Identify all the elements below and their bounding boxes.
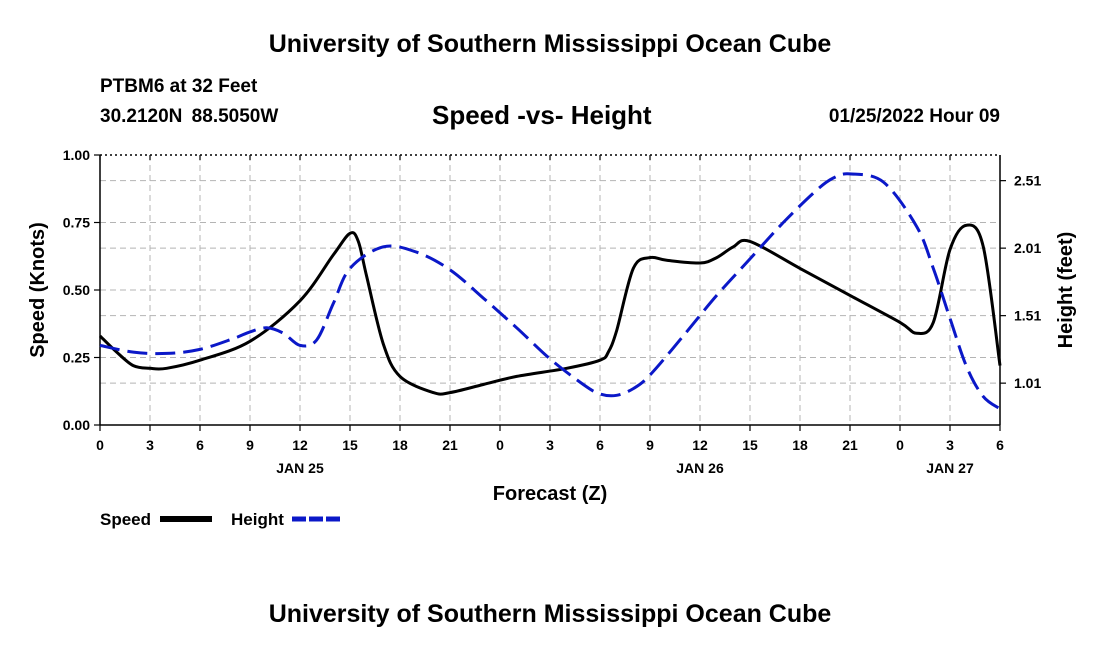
x-tick-label: 0 — [896, 437, 904, 453]
x-tick-label: 12 — [292, 437, 308, 453]
x-tick-label: 15 — [342, 437, 358, 453]
date-label: JAN 26 — [676, 460, 724, 476]
x-tick-label: 18 — [792, 437, 808, 453]
y-tick-label: 1.00 — [63, 147, 90, 163]
axes — [94, 154, 1006, 431]
date-label: JAN 27 — [926, 460, 974, 476]
y-tick-label: 0.25 — [63, 350, 90, 366]
x-tick-label: 9 — [646, 437, 654, 453]
speed-height-chart: 0 3 6 9 12 15 18 21 0 3 6 9 12 15 18 21 0 3 6 JAN 25 JAN 26 J… — [27, 147, 1077, 529]
station-label: PTBM6 at 32 Feet — [100, 76, 258, 97]
x-tick-label: 3 — [146, 437, 154, 453]
x-tick-label: 18 — [392, 437, 408, 453]
x-tick-label: 0 — [96, 437, 104, 453]
x-tick-label: 3 — [946, 437, 954, 453]
chart-subtitle: Speed -vs- Height — [432, 100, 652, 130]
x-tick-label: 0 — [496, 437, 504, 453]
x-tick-label: 21 — [842, 437, 858, 453]
x-tick-label: 6 — [196, 437, 204, 453]
station-coordinates: 30.2120N 88.5050W — [100, 106, 279, 127]
y-axis-label: Speed (Knots) — [27, 222, 49, 358]
x-tick-label: 6 — [596, 437, 604, 453]
x-tick-label: 6 — [996, 437, 1004, 453]
y2-tick-label: 1.51 — [1014, 308, 1041, 324]
date-label: JAN 25 — [276, 460, 324, 476]
y-tick-label: 0.50 — [63, 282, 90, 298]
forecast-datetime: 01/25/2022 Hour 09 — [828, 106, 1000, 127]
axis-labels: 0 3 6 9 12 15 18 21 0 3 6 9 12 15 18 21 0 3 6 JAN 25 JAN 26 J… — [27, 147, 1077, 505]
legend-speed-label: Speed — [100, 510, 151, 529]
y2-axis-label: Height (feet) — [1055, 232, 1077, 349]
x-tick-label: 15 — [742, 437, 758, 453]
footer-title: University of Southern Mississippi Ocean… — [268, 600, 832, 628]
y-tick-label: 0.75 — [63, 215, 90, 231]
x-tick-label: 3 — [546, 437, 554, 453]
y2-tick-label: 1.01 — [1014, 375, 1041, 391]
y-tick-label: 0.00 — [63, 417, 90, 433]
legend: Speed Height — [100, 510, 342, 529]
grid — [100, 154, 1000, 425]
legend-height-label: Height — [231, 510, 284, 529]
page-title: University of Southern Mississippi Ocean… — [268, 30, 832, 58]
x-tick-label: 21 — [442, 437, 458, 453]
y2-tick-label: 2.51 — [1014, 173, 1041, 189]
x-axis-label: Forecast (Z) — [493, 483, 607, 505]
series — [98, 172, 1002, 411]
x-tick-label: 9 — [246, 437, 254, 453]
x-tick-label: 12 — [692, 437, 708, 453]
series-line-speed — [98, 223, 1002, 396]
y2-tick-label: 2.01 — [1014, 240, 1041, 256]
series-line-height — [99, 172, 1001, 411]
